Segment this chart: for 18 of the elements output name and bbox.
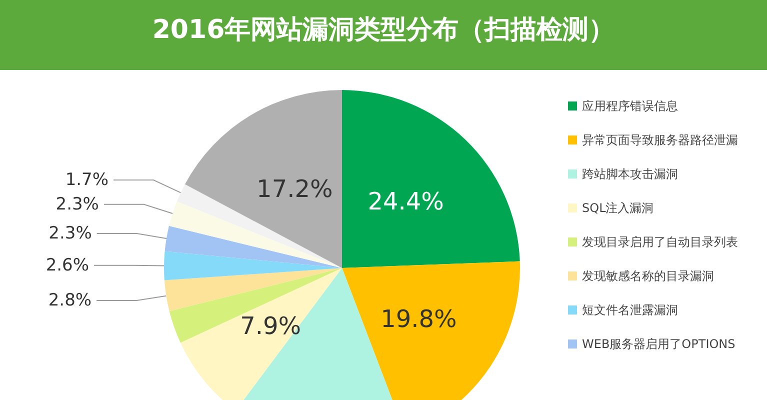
legend-label: 发现敏感名称的目录漏洞 bbox=[582, 269, 714, 283]
legend-label: 应用程序错误信息 bbox=[582, 99, 678, 113]
data-label: 19.8% bbox=[380, 304, 457, 333]
legend-label: 异常页面导致服务器路径泄漏 bbox=[582, 133, 738, 147]
data-label: 2.8% bbox=[48, 290, 92, 311]
legend-label: SQL注入漏洞 bbox=[582, 201, 654, 215]
data-label: 2.6% bbox=[46, 255, 90, 276]
data-label: 24.4% bbox=[368, 188, 444, 216]
legend-label: 短文件名泄露漏洞 bbox=[582, 303, 678, 317]
data-label: 2.3% bbox=[48, 224, 92, 244]
data-label: 17.2% bbox=[256, 175, 333, 204]
legend-label: 发现目录启用了自动目录列表 bbox=[582, 235, 738, 249]
data-label: 1.7% bbox=[65, 170, 109, 190]
data-label: 7.9% bbox=[240, 312, 302, 340]
data-label: 2.3% bbox=[56, 194, 99, 214]
chart-title: 2016年网站漏洞类型分布（扫描检测） bbox=[152, 15, 615, 45]
legend-label: WEB服务器启用了OPTIONS bbox=[582, 337, 736, 351]
legend-label: 跨站脚本攻击漏洞 bbox=[582, 167, 678, 181]
